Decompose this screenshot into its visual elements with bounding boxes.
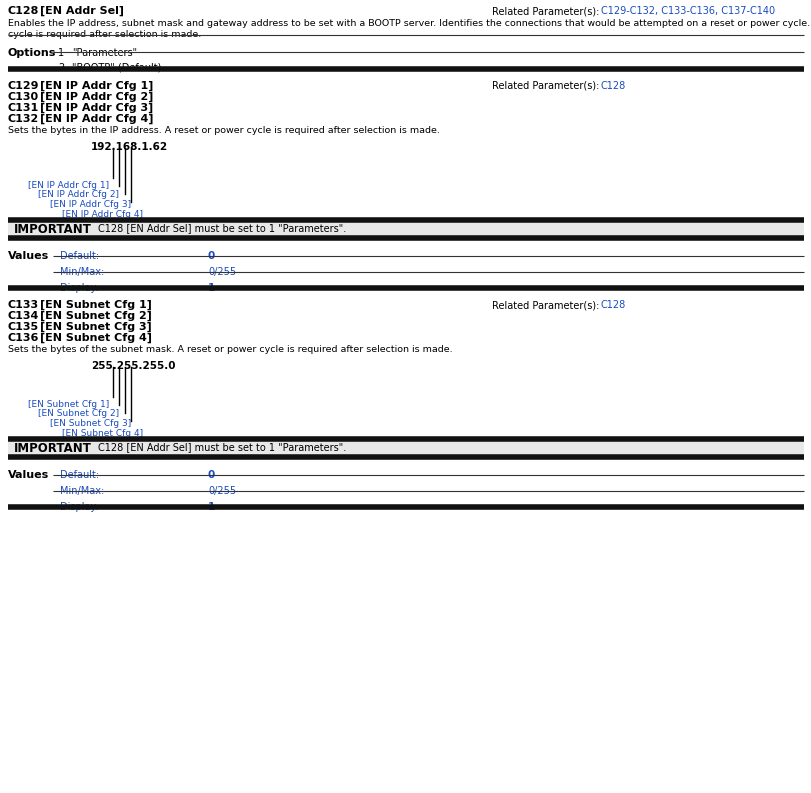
Text: [EN IP Addr Cfg 4]: [EN IP Addr Cfg 4] xyxy=(40,114,153,125)
Text: C135: C135 xyxy=(8,322,39,332)
Text: Min/Max:: Min/Max: xyxy=(60,486,104,496)
Text: 1: 1 xyxy=(208,502,215,512)
Text: Sets the bytes in the IP address. A reset or power cycle is required after selec: Sets the bytes in the IP address. A rese… xyxy=(8,126,440,135)
Text: Display:: Display: xyxy=(60,283,99,293)
Text: Sets the bytes of the subnet mask. A reset or power cycle is required after sele: Sets the bytes of the subnet mask. A res… xyxy=(8,345,452,354)
Text: Display:: Display: xyxy=(60,502,99,512)
Text: 1: 1 xyxy=(58,48,64,58)
Text: [EN IP Addr Cfg 1]: [EN IP Addr Cfg 1] xyxy=(40,81,153,91)
Text: C131: C131 xyxy=(8,103,39,113)
Text: C134: C134 xyxy=(8,311,39,321)
Text: [EN Subnet Cfg 4]: [EN Subnet Cfg 4] xyxy=(40,333,152,343)
Text: 255.255.255.0: 255.255.255.0 xyxy=(91,361,175,371)
Text: Values: Values xyxy=(8,470,49,480)
Text: C133: C133 xyxy=(8,300,39,310)
Text: cycle is required after selection is made.: cycle is required after selection is mad… xyxy=(8,30,201,39)
Text: Related Parameter(s):: Related Parameter(s): xyxy=(491,81,599,91)
Text: IMPORTANT: IMPORTANT xyxy=(14,442,92,455)
Text: 0: 0 xyxy=(208,251,215,261)
Text: [EN Addr Sel]: [EN Addr Sel] xyxy=(40,6,124,17)
Text: C128 [EN Addr Sel] must be set to 1 "Parameters".: C128 [EN Addr Sel] must be set to 1 "Par… xyxy=(98,223,345,233)
Text: Options: Options xyxy=(8,48,56,58)
Text: [EN Subnet Cfg 2]: [EN Subnet Cfg 2] xyxy=(40,311,152,321)
Text: Min/Max:: Min/Max: xyxy=(60,267,104,277)
Text: Values: Values xyxy=(8,251,49,261)
Text: C129-C132, C133-C136, C137-C140: C129-C132, C133-C136, C137-C140 xyxy=(600,6,775,16)
Text: Related Parameter(s):: Related Parameter(s): xyxy=(491,6,599,16)
Text: C130: C130 xyxy=(8,92,39,102)
Text: Enables the IP address, subnet mask and gateway address to be set with a BOOTP s: Enables the IP address, subnet mask and … xyxy=(8,19,811,28)
Text: C132: C132 xyxy=(8,114,39,124)
Text: [EN IP Addr Cfg 2]: [EN IP Addr Cfg 2] xyxy=(38,190,119,199)
Text: "BOOTP" (Default): "BOOTP" (Default) xyxy=(72,63,161,73)
Text: 2: 2 xyxy=(58,63,64,73)
Text: C129: C129 xyxy=(8,81,40,91)
Text: IMPORTANT: IMPORTANT xyxy=(14,223,92,236)
Bar xyxy=(8,441,803,457)
Text: [EN Subnet Cfg 4]: [EN Subnet Cfg 4] xyxy=(62,429,143,438)
Text: C128: C128 xyxy=(600,81,625,91)
Text: 192.168.1.62: 192.168.1.62 xyxy=(91,142,168,152)
Text: [EN IP Addr Cfg 1]: [EN IP Addr Cfg 1] xyxy=(28,181,109,190)
Text: [EN Subnet Cfg 1]: [EN Subnet Cfg 1] xyxy=(40,300,152,310)
Text: C128: C128 xyxy=(8,6,39,16)
Text: C128 [EN Addr Sel] must be set to 1 "Parameters".: C128 [EN Addr Sel] must be set to 1 "Par… xyxy=(98,442,345,452)
Text: [EN Subnet Cfg 1]: [EN Subnet Cfg 1] xyxy=(28,400,109,409)
Text: 1: 1 xyxy=(208,283,215,293)
Text: [EN Subnet Cfg 2]: [EN Subnet Cfg 2] xyxy=(38,409,119,418)
Text: C136: C136 xyxy=(8,333,39,343)
Text: Default:: Default: xyxy=(60,251,99,261)
Text: [EN IP Addr Cfg 4]: [EN IP Addr Cfg 4] xyxy=(62,210,143,219)
Text: C128: C128 xyxy=(600,300,625,310)
Text: 0: 0 xyxy=(208,470,215,480)
Text: Default:: Default: xyxy=(60,470,99,480)
Bar xyxy=(8,222,803,238)
Text: Related Parameter(s):: Related Parameter(s): xyxy=(491,300,599,310)
Text: [EN IP Addr Cfg 3]: [EN IP Addr Cfg 3] xyxy=(40,103,153,113)
Text: [EN Subnet Cfg 3]: [EN Subnet Cfg 3] xyxy=(40,322,152,332)
Text: [EN IP Addr Cfg 3]: [EN IP Addr Cfg 3] xyxy=(50,200,131,209)
Text: [EN Subnet Cfg 3]: [EN Subnet Cfg 3] xyxy=(50,419,131,428)
Text: 0/255: 0/255 xyxy=(208,486,236,496)
Text: 0/255: 0/255 xyxy=(208,267,236,277)
Text: "Parameters": "Parameters" xyxy=(72,48,137,58)
Text: [EN IP Addr Cfg 2]: [EN IP Addr Cfg 2] xyxy=(40,92,153,102)
